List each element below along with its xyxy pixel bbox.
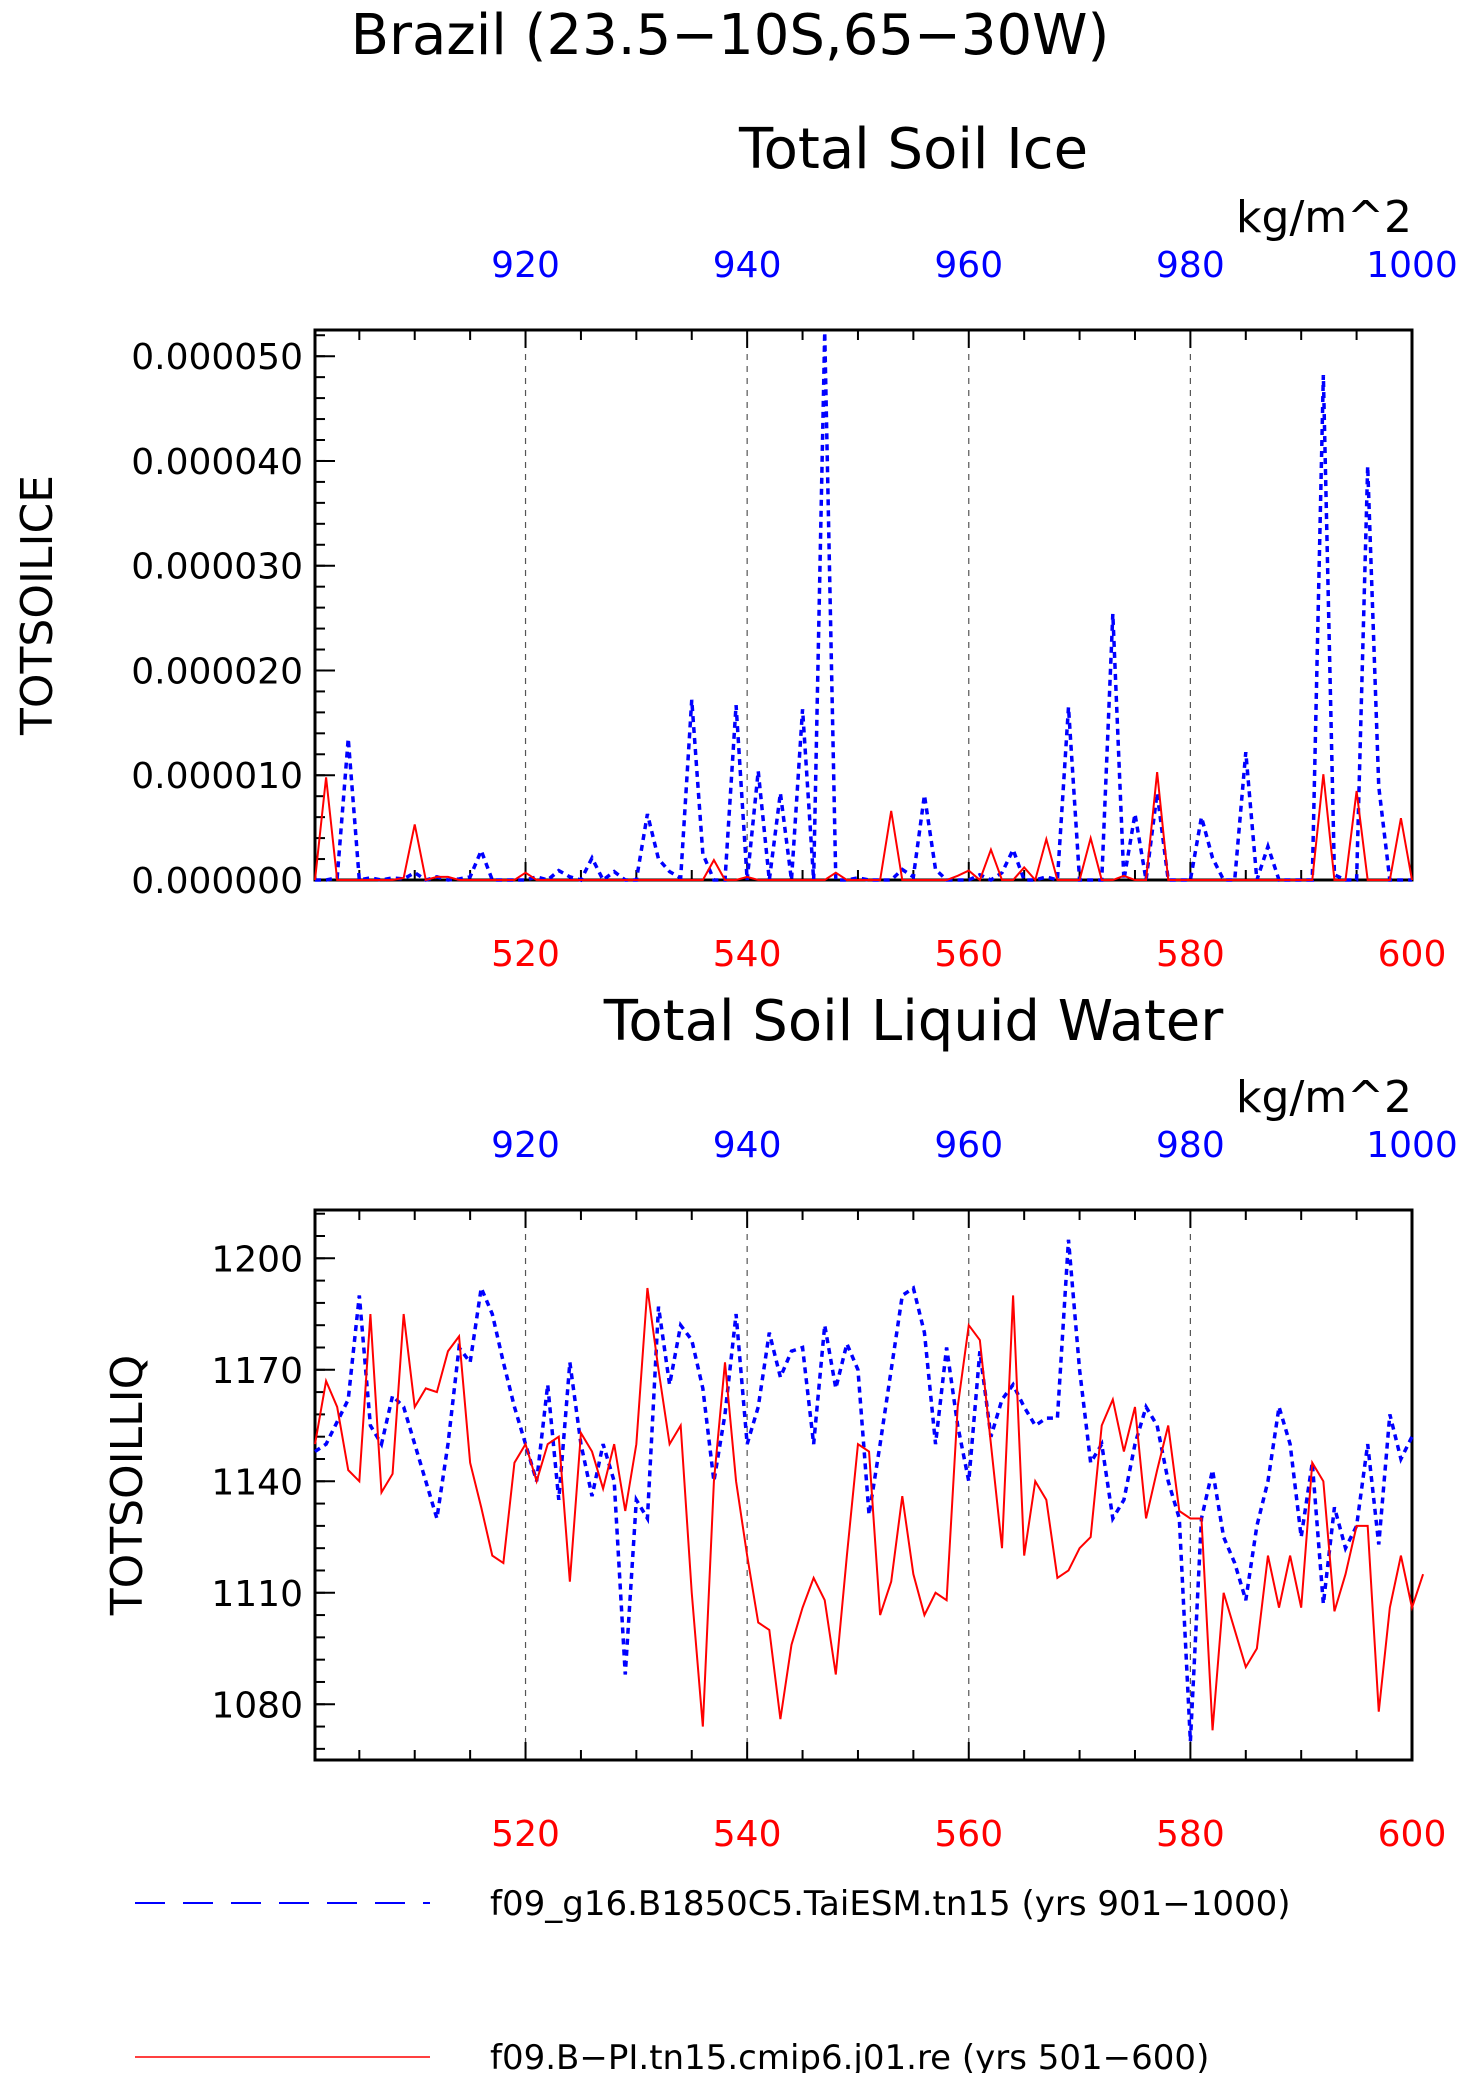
series-line-blue xyxy=(314,1239,1414,1742)
x-tick-label-bottom: 580 xyxy=(1156,1814,1225,1855)
y-tick-label: 0.000050 xyxy=(131,337,303,378)
x-tick-label-bottom: 560 xyxy=(934,1814,1003,1855)
x-tick-label-top: 960 xyxy=(934,1125,1003,1166)
x-tick-label-bottom: 540 xyxy=(713,1814,782,1855)
y-tick-label: 0.000030 xyxy=(131,547,303,588)
x-tick-label-top: 980 xyxy=(1156,1125,1225,1166)
x-tick-label-bottom: 540 xyxy=(713,934,782,975)
panel-title: Total Soil Liquid Water xyxy=(603,989,1225,1054)
legend: f09_g16.B1850C5.TaiESM.tn15 (yrs 901−100… xyxy=(135,1884,1291,2078)
x-tick-label-top: 980 xyxy=(1156,245,1225,286)
units-label: kg/m^2 xyxy=(1236,192,1412,243)
x-tick-label-top: 920 xyxy=(491,245,560,286)
y-tick-label: 1110 xyxy=(211,1574,303,1615)
x-tick-label-top: 940 xyxy=(713,245,782,286)
x-tick-label-bottom: 520 xyxy=(491,934,560,975)
legend-entry: f09_g16.B1850C5.TaiESM.tn15 (yrs 901−100… xyxy=(490,1884,1291,1924)
units-label: kg/m^2 xyxy=(1236,1072,1412,1123)
plot-frame xyxy=(313,1208,1414,1762)
legend-entry: f09.B−PI.tn15.cmip6.j01.re (yrs 501−600) xyxy=(490,2038,1209,2073)
panel-title: Total Soil Ice xyxy=(738,117,1088,182)
plot-frame xyxy=(313,328,1414,882)
y-tick-label: 0.000000 xyxy=(131,861,303,902)
figure-title: Brazil (23.5−10S,65−30W) xyxy=(351,3,1110,68)
x-tick-label-bottom: 600 xyxy=(1378,1814,1447,1855)
y-axis-label: TOTSOILICE xyxy=(12,475,63,736)
y-tick-label: 1170 xyxy=(211,1351,303,1392)
x-tick-label-top: 960 xyxy=(934,245,1003,286)
series-line-red xyxy=(314,771,1413,883)
y-tick-label: 1200 xyxy=(211,1239,303,1280)
panel-total-soil-ice: Total Soil Ice kg/m^2 TOTSOILICE 520 540 560 5… xyxy=(12,117,1458,975)
x-tick-label-top: 1000 xyxy=(1366,1125,1458,1166)
series-line-red xyxy=(314,1287,1425,1731)
series-line-blue xyxy=(315,332,1412,883)
x-tick-label-bottom: 580 xyxy=(1156,934,1225,975)
y-tick-label: 0.000010 xyxy=(131,756,303,797)
y-tick-label: 0.000020 xyxy=(131,651,303,692)
y-tick-label: 1080 xyxy=(211,1685,303,1726)
y-tick-label: 0.000040 xyxy=(131,442,303,483)
x-tick-label-bottom: 560 xyxy=(934,934,1003,975)
y-tick-label: 1140 xyxy=(211,1462,303,1503)
x-tick-label-top: 1000 xyxy=(1366,245,1458,286)
x-tick-label-bottom: 600 xyxy=(1378,934,1447,975)
y-axis-label: TOTSOILLIQ xyxy=(102,1355,153,1617)
x-tick-label-top: 940 xyxy=(713,1125,782,1166)
x-tick-label-bottom: 520 xyxy=(491,1814,560,1855)
x-tick-label-top: 920 xyxy=(491,1125,560,1166)
